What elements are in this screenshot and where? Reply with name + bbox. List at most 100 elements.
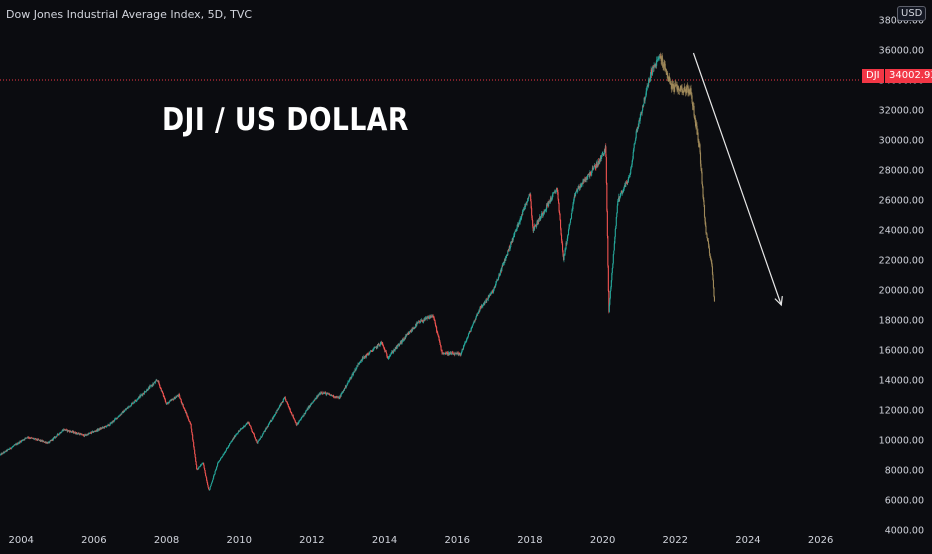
candle-body [481,305,483,307]
candle-body [14,444,16,446]
candle-body [677,86,679,90]
candle-body [87,433,89,436]
candle-body [468,331,471,334]
candle-body [593,167,595,169]
candle-body [606,210,608,236]
x-tick-label: 2008 [154,535,179,546]
candle-body [405,335,407,337]
candle-body [300,418,302,420]
candle-body [516,228,518,230]
candle-body [651,73,653,75]
candle-body [254,437,256,439]
candle-body [342,391,344,393]
candle-body [318,394,320,396]
candle-body [625,182,627,187]
candle-body [118,415,121,417]
candle-body [364,356,366,358]
candle-body [256,440,258,443]
candle-body [56,435,58,437]
candle-body [465,341,467,343]
candle-body [83,434,85,437]
chart-annotation: DJI / US DOLLAR [162,102,409,138]
candle-body [631,160,633,165]
candle-body [386,355,388,358]
x-tick-label: 2010 [226,535,251,546]
candle-body [246,423,248,425]
candle-body [199,466,201,468]
candle-body [336,396,338,398]
candle-body [51,440,53,441]
candle-body [196,464,198,469]
candle-body [301,417,303,419]
candle-body [531,215,533,221]
candle-body [130,405,132,407]
candle-body [261,436,263,438]
candle-body [390,353,392,355]
candle-body [584,178,586,182]
x-axis[interactable]: 2004 2006 2008 2010 2012 2014 2016 2018 2020 2022… [8,535,833,546]
candle-body [569,222,571,226]
candle-body [466,337,469,339]
candle-body [703,205,706,217]
candle-body [615,225,617,230]
y-axis[interactable]: 4000.00 6000.00 8000.00 10000.00 12000.00 140… [879,16,924,537]
currency-badge[interactable]: USD [897,6,927,21]
candle-body [404,337,406,339]
candle-body [106,426,108,428]
candle-body [169,400,171,402]
candle-body [244,425,246,427]
candle-body [329,393,331,395]
candle-body [125,409,127,411]
candle-body [143,391,145,394]
candle-body [52,438,54,441]
candle-body [64,429,66,431]
candle-body [601,154,603,157]
candle-body [355,368,357,371]
candle-body [458,353,461,354]
candle-body [423,320,425,322]
candle-body [190,423,192,429]
candle-body [204,470,206,474]
candle-body [533,228,535,229]
candle-body [277,408,279,411]
candle-body [463,345,465,347]
candle-body [514,232,516,235]
candle-body [221,456,223,458]
candle-body [693,105,695,116]
candle-body [0,454,2,456]
candle-body [394,347,396,351]
candle-body [490,292,492,296]
candle-body [154,381,156,383]
candle-body [379,342,381,346]
candle-body [530,194,532,202]
candle-body [201,464,203,466]
candle-body [251,429,253,431]
candle-body [350,377,353,379]
candle-body [309,405,311,408]
candle-body [278,407,280,409]
candle-body [113,420,115,422]
candle-body [334,396,336,398]
candle-body [541,213,543,217]
candle-body [686,87,688,93]
candle-body [90,433,92,434]
candle-body [386,353,388,356]
candle-body [266,427,268,429]
candle-body [359,361,361,363]
candle-body [220,457,222,459]
candle-body [552,194,554,198]
candle-body [435,323,437,327]
candle-body [283,397,285,400]
candle-body [227,445,230,448]
candle-body [518,223,520,226]
candle-body [632,158,634,161]
candle-body [684,86,686,90]
candle-body [406,334,408,336]
candle-body [165,402,167,404]
candle-body [637,126,639,128]
candle-body [369,350,371,352]
candle-body [283,399,285,400]
candle-body [73,431,75,434]
